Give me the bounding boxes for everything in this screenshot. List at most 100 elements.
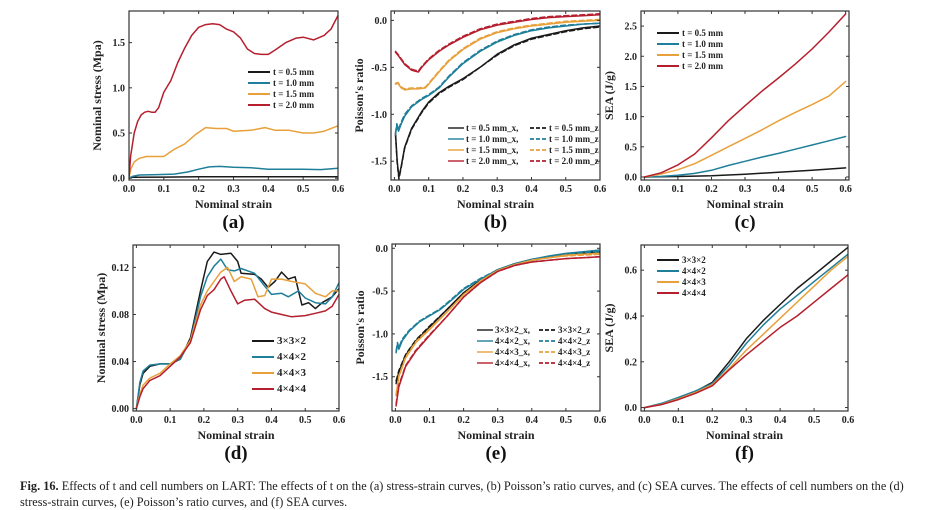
legend: 3×3×24×4×24×4×34×4×4	[657, 255, 706, 298]
x-tick-label: 0.0	[388, 184, 401, 195]
panel-c: 0.0 0.1 0.2 0.3 0.4 0.5 0.6 0.0 0.5 1.0 1.5 2.0 2.5 N…	[602, 10, 852, 233]
series-line-t-1-5-mm	[643, 80, 847, 178]
y-tick-label: -1.0	[371, 110, 387, 121]
x-tick-label: 0.5	[559, 184, 572, 195]
legend-label-z: t = 1.5 mm_z	[549, 145, 599, 155]
series-line-t-1-5-mm-z	[394, 18, 600, 90]
series-group	[643, 13, 847, 178]
y-axis-title: Poisson's ratio	[353, 290, 367, 364]
x-tick-label: 0.0	[638, 415, 651, 426]
y-tick-label: 2.0	[625, 52, 638, 63]
x-tick-label: 0.6	[842, 415, 855, 426]
legend-label-x: t = 1.0 mm_x,	[466, 134, 518, 144]
series-line-4-4-3	[135, 266, 339, 410]
legend-label-z: t = 1.0 mm_z	[549, 134, 599, 144]
caption-text: Effects of t and cell numbers on LART: T…	[20, 479, 904, 509]
y-tick-label: -1.0	[372, 329, 388, 340]
x-tick-label: 0.4	[262, 184, 275, 195]
y-tick-label: 1.5	[113, 38, 126, 49]
y-tick-label: 0.5	[113, 129, 126, 140]
x-tick-label: 0.1	[422, 184, 435, 195]
series-line-4-4-4	[643, 274, 848, 409]
y-tick-label: 0.08	[112, 310, 130, 321]
x-tick-label: 0.3	[739, 184, 752, 195]
series-line-t-0-5-mm	[643, 167, 847, 178]
panel-a: 0.0 0.1 0.2 0.3 0.4 0.5 0.6 0.0 0.5 1.0 1.5 Nominal…	[90, 10, 345, 233]
series-line-4-4-4-z	[395, 256, 600, 405]
series-line-t-1-0-mm	[129, 165, 338, 179]
series-line-4-4-2	[643, 253, 848, 409]
x-tick-label: 0.4	[265, 415, 278, 426]
legend-label: 3×3×2	[682, 255, 706, 265]
x-tick-label: 0.0	[389, 415, 402, 426]
y-tick-label: 0.5	[625, 142, 638, 153]
legend-label-z: 4×4×4_z	[558, 358, 590, 368]
panel-label: (b)	[484, 212, 507, 233]
series-group	[643, 246, 848, 409]
legend-label-x: 4×4×2_x,	[495, 336, 530, 346]
legend-label-x: 3×3×2_x,	[495, 325, 530, 335]
x-tick-label: 0.4	[525, 184, 538, 195]
legend-label: t = 2.0 mm	[682, 61, 724, 71]
series-line-t-1-0-mm-z	[394, 22, 600, 134]
panel-label: (f)	[735, 443, 754, 464]
panel-d: 0.0 0.1 0.2 0.3 0.4 0.5 0.6 0.00 0.04 0.08 0.12 Nom…	[94, 244, 345, 464]
x-tick-label: 0.3	[231, 415, 244, 426]
legend-label-z: t = 2.0 mm_z	[549, 156, 599, 166]
x-tick-label: 0.6	[332, 184, 345, 195]
series-group	[395, 249, 600, 407]
panel-f: 0.0 0.1 0.2 0.3 0.4 0.5 0.6 0.0 0.2 0.4 0.6 Nominal…	[602, 244, 855, 464]
panel-label: (a)	[222, 212, 244, 233]
x-axis-title: Nominal strain	[706, 197, 783, 211]
y-tick-label: 0.0	[625, 403, 638, 414]
series-line-t-1-0-mm	[643, 135, 847, 178]
x-tick-label: 0.6	[594, 184, 607, 195]
figure-caption: Fig. 16. Effects of t and cell numbers o…	[20, 478, 925, 510]
panel-e: 0.0 0.1 0.2 0.3 0.4 0.5 0.6 0.0 -0.5 -1.0 -1.5 Nomi…	[353, 243, 606, 464]
x-tick-label: 0.1	[164, 415, 177, 426]
x-tick-label: 0.5	[560, 415, 573, 426]
legend: 3×3×2_x, 3×3×2_z4×4×2_x, 4×4×2_z4×4×3_x, 4×…	[477, 325, 590, 368]
legend-label: t = 1.5 mm	[682, 50, 724, 60]
x-tick-label: 0.1	[423, 415, 436, 426]
y-axis-title: SEA (J/g)	[602, 303, 616, 352]
series-line-t-2-0-mm-x	[394, 14, 600, 73]
plot-frame	[391, 243, 601, 412]
series-line-t-1-5-mm	[129, 125, 338, 179]
legend-label-x: 4×4×3_x,	[495, 347, 530, 357]
legend-label-x: t = 0.5 mm_x,	[466, 123, 518, 133]
y-tick-label: 0.0	[375, 16, 388, 27]
x-axis-title: Nominal strain	[706, 428, 783, 442]
x-tick-label: 0.1	[672, 184, 685, 195]
y-tick-label: 0.0	[625, 172, 638, 183]
panel-label: (e)	[485, 443, 506, 464]
series-line-t-0-5-mm-z	[394, 26, 600, 180]
y-tick-label: 0.6	[625, 266, 638, 277]
legend-label: t = 2.0 mm	[273, 100, 315, 110]
series-line-4-4-2-z	[395, 250, 600, 352]
x-tick-label: 0.2	[198, 415, 211, 426]
panel-label: (c)	[734, 212, 755, 233]
x-tick-label: 0.2	[706, 415, 719, 426]
x-tick-label: 0.3	[227, 184, 240, 195]
y-tick-label: -1.5	[371, 157, 387, 168]
plot-frame	[640, 244, 849, 412]
plot-frame	[640, 10, 850, 181]
legend: 3×3×24×4×24×4×34×4×4	[252, 335, 307, 395]
x-axis-title: Nominal strain	[457, 197, 534, 211]
legend-label-z: 3×3×2_z	[558, 325, 590, 335]
x-axis-title: Nominal strain	[195, 197, 272, 211]
x-tick-label: 0.3	[740, 415, 753, 426]
x-tick-label: 0.6	[839, 184, 852, 195]
legend-label-z: 4×4×3_z	[558, 347, 590, 357]
legend-label-x: 4×4×4_x,	[495, 358, 530, 368]
y-axis-title: Nominal stress (Mpa)	[90, 40, 104, 150]
series-group	[394, 13, 600, 180]
series-line-t-2-0-mm	[643, 13, 847, 178]
plot-frame	[390, 10, 601, 181]
series-group	[129, 14, 338, 179]
legend-label-z: t = 0.5 mm_z	[549, 123, 599, 133]
legend-label: 4×4×4	[682, 288, 706, 298]
legend-label: 4×4×2	[277, 351, 307, 363]
x-tick-label: 0.5	[808, 415, 821, 426]
